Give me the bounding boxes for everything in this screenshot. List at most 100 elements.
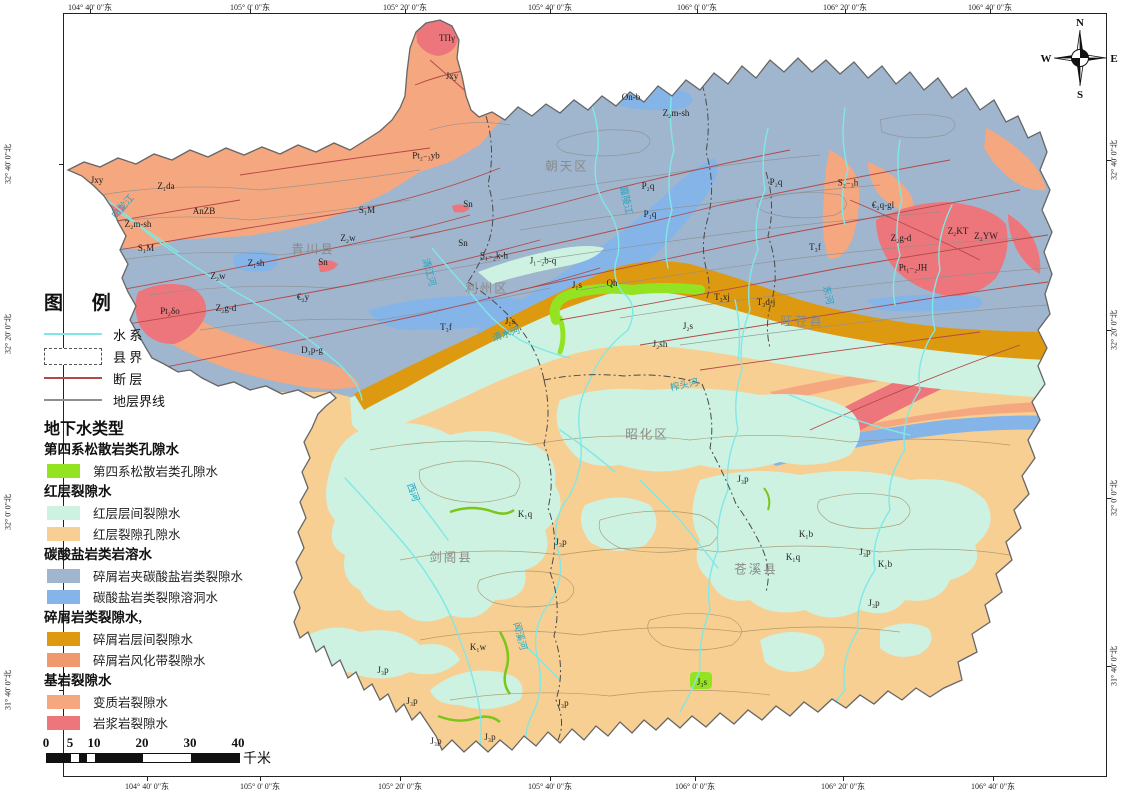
geologic-unit-label: T₃f xyxy=(809,242,821,252)
graticule-tick-top xyxy=(405,9,406,13)
geologic-unit-label: S₁M xyxy=(137,243,155,253)
geologic-unit-label: J₃p xyxy=(557,698,569,708)
geologic-unit-label: TΠγ xyxy=(439,33,455,43)
color-swatch xyxy=(47,652,80,667)
compass-rose: N S W E xyxy=(1041,17,1118,101)
geologic-unit-label: J₂sh xyxy=(652,339,668,349)
district-label: 青川县 xyxy=(291,242,335,257)
groundwater-groups: 第四系松散岩类孔隙水 第四系松散岩类孔隙水 红层裂隙水 红层层间裂隙水 红层裂隙孔隙水碳… xyxy=(44,439,264,733)
geologic-unit-label: S₁M xyxy=(358,205,376,215)
district-label: 昭化区 xyxy=(625,427,669,442)
geologic-unit-label: Z₂g-d xyxy=(215,303,237,313)
scale-tick-label: 0 xyxy=(42,735,50,750)
geologic-unit-label: Z₂YW xyxy=(974,231,998,241)
geologic-unit-label: €₂y xyxy=(296,292,310,302)
groundwater-group-heading: 碳酸盐岩类岩溶水 xyxy=(44,547,152,562)
geologic-unit-label: Sn xyxy=(463,199,473,209)
graticule-label-top: 105° 0' 0"东 xyxy=(230,3,270,12)
graticule-label-bottom: 105° 0' 0"东 xyxy=(240,782,280,791)
legend-label: 地层界线 xyxy=(113,393,166,409)
compass-n: N xyxy=(1076,17,1084,29)
legend-item-water-system: 水 系 xyxy=(44,323,264,345)
graticule-tick-top xyxy=(845,9,846,13)
compass-w: W xyxy=(1041,53,1052,65)
geologic-unit-label: Z₂KT xyxy=(947,226,969,236)
scale-bar-unit: 千米 xyxy=(243,752,271,767)
groundwater-item-label: 碳酸盐岩类裂隙溶洞水 xyxy=(93,591,219,605)
legend-label: 水 系 xyxy=(113,327,143,343)
graticule-label-top: 106° 40' 0"东 xyxy=(968,3,1012,12)
color-swatch xyxy=(47,463,80,478)
geologic-unit-label: S₂₋₃h xyxy=(837,177,859,188)
geologic-unit-label: J₃p xyxy=(859,547,871,557)
geologic-unit-label: J₃p xyxy=(737,474,749,484)
graticule-tick-left xyxy=(59,690,63,691)
groundwater-group-heading: 红层裂隙水 xyxy=(44,484,112,499)
region-outline xyxy=(66,19,1053,753)
groundwater-item: 变质岩裂隙水 xyxy=(44,691,264,712)
geologic-unit-label: Z₁sh xyxy=(247,258,265,268)
geologic-unit-label: S₁₋₂k-h xyxy=(479,250,509,261)
graticule-tick-bottom xyxy=(550,777,551,781)
groundwater-item-label: 红层层间裂隙水 xyxy=(93,507,181,521)
scale-bar-segment xyxy=(47,754,71,762)
scale-bar-segment xyxy=(191,754,239,762)
graticule-label-top: 104° 40' 0"东 xyxy=(68,3,112,12)
color-swatch xyxy=(47,694,80,709)
geologic-unit-label: K₁q xyxy=(517,509,533,519)
district-label: 利州区 xyxy=(465,281,509,296)
geologic-unit-label: T₃d-j xyxy=(756,297,776,307)
legend-sample-water-system xyxy=(44,333,102,335)
legend-item-fault: 断 层 xyxy=(44,367,264,389)
graticule-label-bottom: 104° 40' 0"东 xyxy=(125,782,169,791)
groundwater-item-label: 碎屑岩夹碳酸盐岩类裂隙水 xyxy=(93,570,244,584)
scale-bar-segment xyxy=(71,754,80,762)
geologic-unit-label: Z₁da xyxy=(157,181,175,191)
geologic-unit-label: J₃p xyxy=(406,696,418,706)
geologic-unit-label: P₂q xyxy=(641,181,655,191)
legend-sample-stratum-boundary xyxy=(44,399,102,401)
scale-bar-segment xyxy=(86,754,95,762)
map-frame xyxy=(63,13,1107,777)
district-label: 旺苍县 xyxy=(780,314,824,329)
graticule-label-bottom: 105° 40' 0"东 xyxy=(528,782,572,791)
geologic-unit-label: J₃p xyxy=(484,732,496,742)
legend-item-county-boundary: 县 界 xyxy=(44,345,264,367)
graticule-tick-bottom xyxy=(993,777,994,781)
geologic-unit-label: J₁s xyxy=(571,280,583,290)
compass-star xyxy=(1053,29,1107,87)
geologic-unit-label: Pt₂₋₃yb xyxy=(412,150,440,161)
groundwater-item-label: 变质岩裂隙水 xyxy=(93,696,169,710)
geologic-unit-label: Z₂w xyxy=(210,271,226,281)
groundwater-item-label: 红层裂隙孔隙水 xyxy=(93,528,181,542)
geologic-unit-label: J₃p xyxy=(868,598,880,608)
graticule-tick-right xyxy=(1107,666,1111,667)
scale-tick-label: 10 xyxy=(87,735,101,750)
scale-bar-segment xyxy=(143,754,191,762)
groundwater-item: 红层层间裂隙水 xyxy=(44,502,264,523)
graticule-tick-right xyxy=(1107,160,1111,161)
graticule-tick-bottom xyxy=(843,777,844,781)
graticule-tick-bottom xyxy=(400,777,401,781)
graticule-tick-top xyxy=(697,9,698,13)
scale-tick-label: 30 xyxy=(183,735,197,750)
legend-title: 图 例 xyxy=(44,293,123,314)
color-swatch xyxy=(47,631,80,646)
geologic-unit-label: On-b xyxy=(621,92,641,102)
geologic-unit-label: K₁q xyxy=(785,552,801,562)
district-label: 苍溪县 xyxy=(734,562,778,577)
district-label: 朝天区 xyxy=(545,159,589,174)
scale-bar-segment xyxy=(95,754,143,762)
scale-bar-bar xyxy=(46,753,240,763)
groundwater-item: 红层裂隙孔隙水 xyxy=(44,523,264,544)
groundwater-item-label: 第四系松散岩类孔隙水 xyxy=(93,465,219,479)
graticule-tick-top xyxy=(250,9,251,13)
geologic-unit-label: Qh xyxy=(606,278,618,288)
groundwater-item-label: 碎屑岩风化带裂隙水 xyxy=(93,654,206,668)
graticule-tick-right xyxy=(1107,498,1111,499)
geologic-unit-label: Pt₁₋₂JH xyxy=(898,262,928,273)
scale-bar-segment xyxy=(79,754,87,762)
legend: 图 例 水 系县 界断 层地层界线 地下水类型 第四系松散岩类孔隙水 第四系松散岩… xyxy=(44,288,264,733)
geologic-unit-label: J₁₋₂b-q xyxy=(529,255,557,266)
